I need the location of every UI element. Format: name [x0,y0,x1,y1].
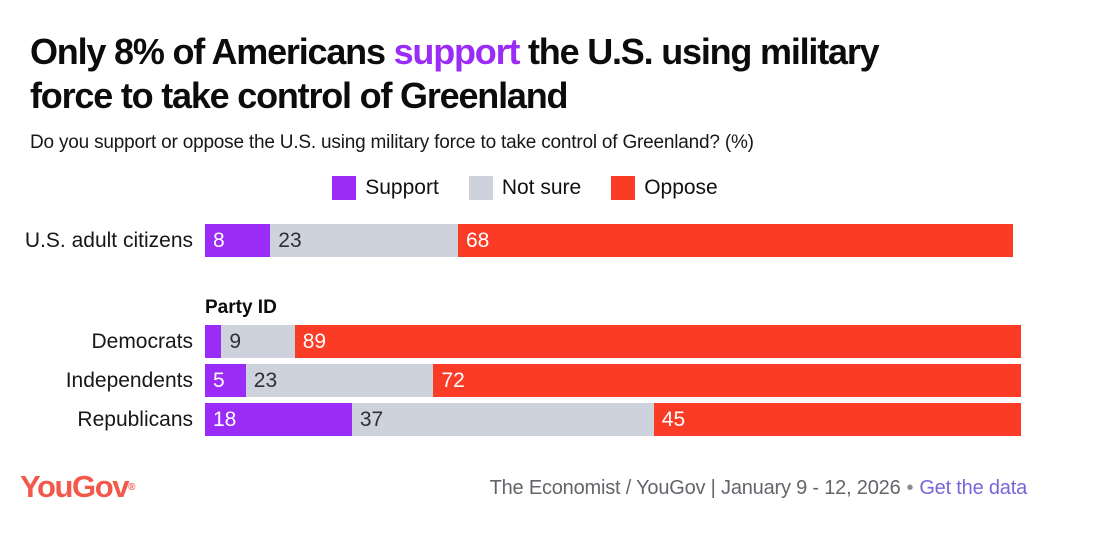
source-line: The Economist / YouGov | January 9 - 12,… [489,477,1028,500]
bar-value-label: 23 [278,228,302,252]
bar-value-label: 8 [213,228,225,252]
row-label: Independents [65,369,193,392]
yougov-logo-text: YouGov [20,469,130,504]
bar-track: 8 23 68 [205,224,1021,257]
page-title: Only 8% of Americans support the U.S. us… [30,30,1050,117]
bar-segment-oppose: 45 [653,403,1021,436]
bar-segment-oppose: 72 [433,364,1021,397]
bar-segment-oppose: 68 [457,224,1013,257]
title-text-prefix: Only 8% of Americans [30,31,394,72]
bar-segment-support: 18 [205,403,352,436]
bar-track: 18 37 45 [205,403,1021,436]
get-the-data-link[interactable]: Get the data [919,477,1027,499]
bar-segment-not-sure: 23 [270,224,458,257]
row-label: Democrats [91,330,193,353]
survey-question: Do you support or oppose the U.S. using … [30,132,754,153]
legend-label: Support [365,176,439,199]
bar-segment-oppose: 89 [294,325,1021,358]
bar-value-label: 9 [229,329,241,353]
bar-value-label: 23 [253,368,278,392]
legend-swatch-not-sure [468,176,493,200]
chart-row-republicans: Republicans 18 37 45 [0,403,1021,436]
bar-segment-support [205,325,222,358]
bar-value-label: 18 [213,407,237,431]
bar-value-label: 89 [302,329,327,353]
legend-item-oppose: Oppose [611,176,718,200]
bar-segment-support: 5 [205,364,246,397]
bar-segment-not-sure: 9 [221,325,295,358]
title-text-suffix: the U.S. using military [519,31,880,72]
bar-segment-not-sure: 37 [351,403,654,436]
bullet-separator: • [906,477,914,499]
legend-item-not-sure: Not sure [468,176,582,200]
legend-swatch-oppose [611,176,636,200]
yougov-logo: YouGov® [20,470,136,504]
legend: Support Not sure Oppose [0,176,1100,200]
bar-track: 9 89 [205,325,1021,358]
bar-value-label: 5 [213,368,225,392]
chart-row-democrats: Democrats 9 89 [0,325,1021,358]
stacked-bar-chart: U.S. adult citizens 8 23 68 Party ID Democrat… [0,224,1021,436]
chart-row-independents: Independents 5 23 72 [0,364,1021,397]
legend-label: Not sure [501,176,582,199]
bar-value-label: 37 [359,407,384,431]
bar-value-label: 72 [441,368,465,392]
legend-label: Oppose [644,176,718,199]
group-heading: Party ID [205,297,277,318]
row-label: Republicans [77,408,193,431]
chart-row-u-s-adult-citizens: U.S. adult citizens 8 23 68 [0,224,1021,257]
bar-segment-support: 8 [205,224,271,257]
legend-swatch-support [332,176,357,200]
registered-trademark-icon: ® [128,482,136,493]
bar-value-label: 68 [465,228,490,252]
row-label: U.S. adult citizens [24,229,193,252]
title-line2: force to take control of Greenland [30,74,568,116]
bar-value-label: 45 [661,407,686,431]
title-highlight: support [393,31,521,72]
legend-item-support: Support [332,176,439,200]
source-text: The Economist / YouGov | January 9 - 12,… [489,477,901,499]
bar-segment-not-sure: 23 [245,364,434,397]
bar-track: 5 23 72 [205,364,1021,397]
